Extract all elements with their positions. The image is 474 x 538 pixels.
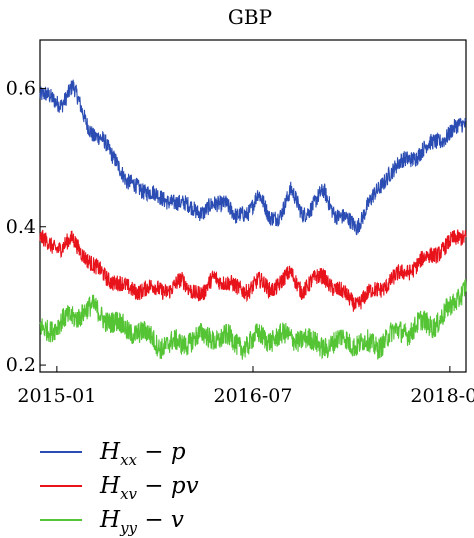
legend: Hxx − p Hxv − pv Hyy − v <box>40 439 199 537</box>
series-layer <box>39 79 467 360</box>
legend-entry: Hxx − p <box>40 439 186 469</box>
y-tick-label: 0.2 <box>6 354 36 376</box>
x-axis: 2015-01 2016-07 2018-01 <box>17 366 474 407</box>
y-axis: 0.2 0.4 0.6 <box>6 77 46 376</box>
legend-label: Hxx − p <box>99 439 186 469</box>
y-tick-label: 0.6 <box>6 77 36 99</box>
legend-label: Hxv − pv <box>99 473 199 503</box>
series-line <box>39 279 467 360</box>
x-tick-label: 2015-01 <box>17 385 96 407</box>
x-tick-label: 2016-07 <box>214 385 293 407</box>
plot-area: 2015-01 2016-07 2018-01 0.2 0.4 0.6 <box>6 39 474 407</box>
x-tick-label: 2018-01 <box>410 385 474 407</box>
y-tick-label: 0.4 <box>6 216 36 238</box>
legend-label: Hyy − v <box>99 507 184 537</box>
chart-title: GBP <box>228 5 272 29</box>
series-line <box>39 229 467 312</box>
series-line <box>39 79 467 236</box>
legend-entry: Hxv − pv <box>40 473 199 503</box>
legend-entry: Hyy − v <box>40 507 184 537</box>
